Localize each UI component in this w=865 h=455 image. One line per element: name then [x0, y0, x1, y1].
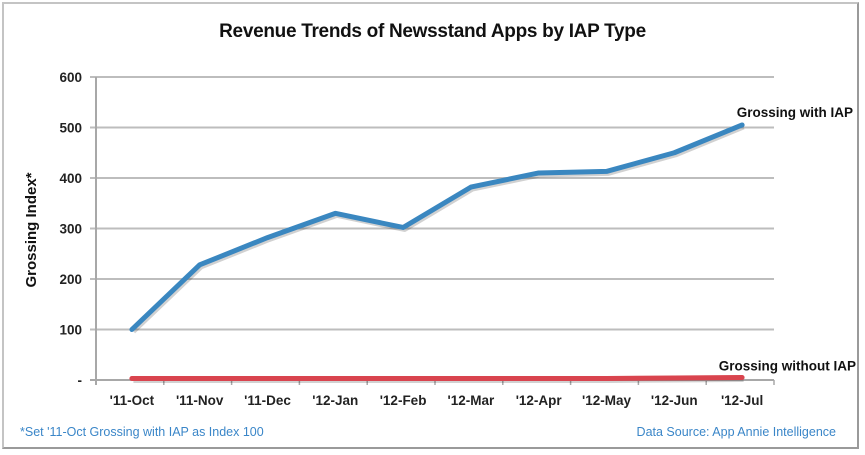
axes	[90, 77, 775, 385]
x-tick-label: '12-Feb	[380, 393, 427, 408]
series-grossing-with-iap	[129, 122, 745, 334]
y-tick-label: -	[78, 373, 83, 388]
y-tick-label: 600	[59, 70, 82, 85]
series-line	[129, 122, 745, 332]
x-tick-label: '11-Oct	[110, 393, 155, 408]
x-tick-label: '12-May	[582, 393, 631, 408]
series-lines	[129, 122, 745, 383]
x-tick-label: '11-Dec	[244, 393, 291, 408]
gridlines	[90, 76, 774, 331]
y-tick-label: 500	[59, 121, 82, 136]
series-line	[129, 374, 745, 381]
x-tick-label: '12-Mar	[448, 393, 495, 408]
y-tick-label: 400	[59, 171, 82, 186]
x-tick-label: '12-Jun	[651, 393, 698, 408]
x-tick-label: '11-Nov	[176, 393, 224, 408]
x-tick-label: '12-Apr	[516, 393, 563, 408]
footnote: *Set '11-Oct Grossing with IAP as Index …	[20, 425, 264, 439]
chart-title: Revenue Trends of Newsstand Apps by IAP …	[219, 21, 646, 42]
series-label-with-iap: Grossing with IAP	[737, 105, 853, 120]
y-axis-label: Grossing Index*	[23, 172, 40, 287]
y-tick-label: 300	[59, 222, 82, 237]
x-tick-label: '12-Jul	[721, 393, 763, 408]
series-grossing-without-iap	[129, 374, 745, 383]
y-tick-label: 200	[59, 272, 82, 287]
x-tick-labels: '11-Oct '11-Nov '11-Dec '12-Jan '12-Feb '12-M…	[110, 393, 764, 408]
series-labels: Grossing with IAP Grossing without IAP	[719, 105, 856, 374]
series-label-without-iap: Grossing without IAP	[719, 358, 856, 373]
x-tick-label: '12-Jan	[312, 393, 358, 408]
y-tick-label: 100	[59, 323, 82, 338]
data-source: Data Source: App Annie Intelligence	[636, 425, 836, 439]
y-tick-labels: - 100 200 300 400 500 600	[59, 70, 82, 388]
